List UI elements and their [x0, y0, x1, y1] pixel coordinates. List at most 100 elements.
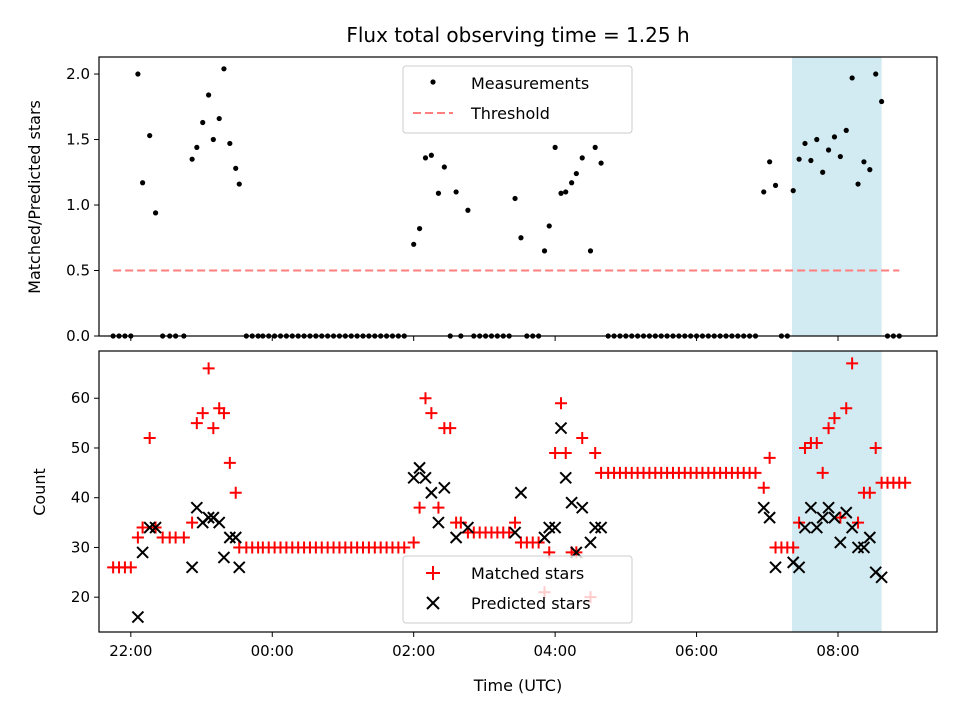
predicted-star-point	[229, 531, 242, 544]
predicted-star-point	[419, 471, 432, 485]
predicted-star-point	[804, 501, 818, 514]
count-points	[107, 357, 912, 624]
predicted-star-point	[792, 561, 806, 574]
measurement-point	[873, 71, 879, 77]
matched-star-point	[749, 466, 762, 479]
matched-star-point	[124, 561, 137, 574]
measurement-point	[152, 210, 159, 216]
measurement-point	[435, 190, 442, 196]
measurement-point	[761, 189, 767, 195]
measurement-point	[189, 156, 195, 162]
matched-star-point	[444, 422, 457, 435]
matched-star-point	[869, 441, 882, 454]
measurement-point	[808, 157, 814, 164]
top-legend-box	[402, 65, 633, 134]
measurement-point	[767, 159, 773, 165]
matched-star-point	[555, 397, 568, 410]
measurement-point	[558, 190, 564, 196]
measurement-point	[569, 180, 575, 186]
y-tick-label: 50	[71, 439, 90, 457]
measurement-point	[512, 195, 518, 202]
matched-star-point	[190, 417, 203, 430]
top-axes-frame	[98, 56, 938, 337]
predicted-star-point	[149, 521, 162, 534]
y-tick-label: 0.5	[66, 262, 90, 280]
predicted-star-point	[757, 501, 770, 514]
predicted-star-point	[851, 541, 865, 554]
matched-star-point	[816, 466, 829, 479]
predicted-star-point	[514, 486, 528, 499]
measurement-point	[573, 170, 579, 177]
legend-label-matched: Matched stars	[471, 564, 584, 583]
matched-star-point	[413, 501, 426, 514]
matched-star-point	[223, 456, 236, 469]
measurement-point	[814, 136, 820, 143]
matched-star-point	[229, 486, 242, 499]
measurement-point	[233, 165, 239, 171]
predicted-star-point	[763, 511, 776, 524]
measurement-point	[194, 144, 200, 150]
x-tick-label: 04:00	[534, 642, 577, 660]
matched-star-point	[576, 432, 589, 445]
matched-star-point	[549, 446, 562, 459]
y-tick-label: 2.0	[66, 65, 90, 83]
measurement-point	[598, 160, 604, 166]
predicted-star-point	[425, 486, 438, 499]
matched-star-point	[196, 407, 209, 420]
predicted-star-point	[828, 511, 841, 524]
predicted-star-point	[594, 521, 608, 534]
matched-star-point	[186, 516, 199, 529]
predicted-star-point	[131, 610, 145, 624]
y-tick-label: 1.0	[66, 196, 90, 214]
predicted-star-point	[769, 561, 782, 574]
measurement-point	[563, 189, 569, 195]
predicted-star-point	[822, 501, 835, 514]
predicted-star-point	[438, 481, 451, 494]
measurement-point	[837, 153, 843, 160]
matched-star-point	[757, 481, 770, 494]
matched-star-point	[828, 412, 841, 425]
top-legend: Measurements Threshold	[402, 65, 633, 134]
measurement-point	[210, 136, 216, 143]
matched-star-point	[407, 536, 420, 549]
x-tick-label: 00:00	[251, 642, 294, 660]
predicted-star-point	[407, 471, 420, 485]
predicted-star-point	[875, 571, 888, 584]
predicted-star-point	[863, 531, 877, 544]
measurement-point	[849, 75, 855, 81]
measurement-point	[831, 134, 838, 140]
y-tick-label: 1.5	[66, 131, 90, 149]
measurement-point	[227, 140, 233, 147]
chart-title: Flux total observing time = 1.25 h	[346, 23, 689, 47]
matched-star-point	[589, 446, 602, 459]
bottom-axes-frame	[98, 350, 938, 633]
measurement-point	[411, 241, 417, 247]
measurement-point	[453, 189, 459, 195]
measurement-point	[825, 147, 832, 153]
matched-star-point	[810, 437, 823, 450]
predicted-star-point	[845, 521, 859, 534]
y-tick-label: 40	[71, 489, 90, 507]
matched-star-point	[763, 451, 776, 464]
matched-star-point	[863, 486, 876, 499]
measurement-point	[465, 207, 471, 213]
measurement-point	[216, 115, 222, 122]
predicted-star-point	[233, 561, 246, 574]
predicted-star-point	[202, 511, 215, 524]
bottom-y-axis-label: Count	[30, 468, 49, 516]
predicted-star-point	[554, 421, 568, 435]
predicted-star-point	[461, 521, 475, 534]
predicted-star-point	[136, 546, 149, 559]
measurement-point	[206, 92, 212, 98]
predicted-star-point	[190, 501, 204, 514]
measurement-point	[416, 225, 423, 232]
legend-label-threshold: Threshold	[470, 104, 550, 123]
predicted-star-point	[798, 521, 812, 534]
measurement-point	[236, 181, 242, 187]
top-y-axis-label: Matched/Predicted stars	[25, 100, 44, 294]
matched-star-point	[131, 531, 144, 544]
predicted-star-point	[538, 531, 551, 544]
measurement-point	[843, 127, 849, 133]
top-y-ticks: 0.0 0.5 1.0 1.5 2.0	[66, 65, 99, 345]
